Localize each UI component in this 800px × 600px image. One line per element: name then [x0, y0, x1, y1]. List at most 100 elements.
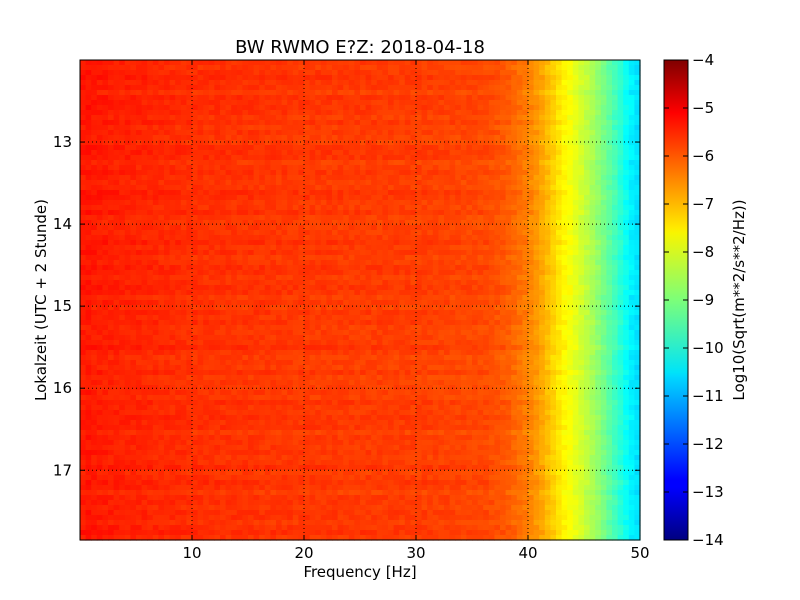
heatmap-cell [292, 200, 299, 206]
heatmap-cell [326, 290, 333, 296]
heatmap-cell [550, 210, 557, 216]
heatmap-cell [623, 230, 630, 236]
heatmap-cell [119, 150, 126, 156]
heatmap-cell [298, 65, 305, 71]
heatmap-cell [264, 185, 271, 191]
heatmap-cell [612, 60, 619, 66]
heatmap-cell [533, 300, 540, 306]
heatmap-cell [511, 200, 518, 206]
heatmap-cell [315, 130, 322, 136]
heatmap-cell [242, 240, 249, 246]
heatmap-cell [421, 165, 428, 171]
heatmap-cell [427, 100, 434, 106]
heatmap-cell [231, 80, 238, 86]
heatmap-cell [595, 125, 602, 131]
heatmap-cell [472, 95, 479, 101]
heatmap-cell [259, 130, 266, 136]
heatmap-cell [432, 150, 439, 156]
heatmap-cell [483, 160, 490, 166]
heatmap-cell [550, 260, 557, 266]
heatmap-cell [220, 60, 227, 66]
heatmap-cell [220, 300, 227, 306]
heatmap-cell [466, 230, 473, 236]
heatmap-cell [169, 240, 176, 246]
heatmap-cell [220, 265, 227, 271]
heatmap-cell [281, 300, 288, 306]
heatmap-cell [427, 225, 434, 231]
heatmap-cell [220, 80, 227, 86]
heatmap-cell [427, 205, 434, 211]
heatmap-cell [584, 85, 591, 91]
heatmap-cell [589, 215, 596, 221]
heatmap-cell [203, 140, 210, 146]
heatmap-cell [180, 215, 187, 221]
heatmap-cell [561, 300, 568, 306]
heatmap-cell [248, 115, 255, 121]
heatmap-cell [147, 300, 154, 306]
heatmap-cell [505, 195, 512, 201]
heatmap-cell [304, 145, 311, 151]
heatmap-cell [505, 135, 512, 141]
heatmap-cell [494, 130, 501, 136]
heatmap-cell [477, 260, 484, 266]
heatmap-cell [561, 220, 568, 226]
heatmap-cell [516, 240, 523, 246]
heatmap-cell [348, 225, 355, 231]
heatmap-cell [600, 200, 607, 206]
heatmap-cell [248, 260, 255, 266]
heatmap-cell [544, 215, 551, 221]
heatmap-cell [416, 305, 423, 311]
heatmap-cell [343, 245, 350, 251]
heatmap-cell [516, 210, 523, 216]
heatmap-cell [432, 140, 439, 146]
heatmap-cell [561, 200, 568, 206]
heatmap-cell [203, 70, 210, 76]
heatmap-cell [180, 170, 187, 176]
heatmap-cell [85, 260, 92, 266]
heatmap-cell [276, 90, 283, 96]
heatmap-cell [427, 230, 434, 236]
heatmap-cell [108, 100, 115, 106]
heatmap-cell [544, 295, 551, 301]
heatmap-cell [315, 110, 322, 116]
heatmap-cell [376, 225, 383, 231]
heatmap-cell [225, 240, 232, 246]
heatmap-cell [264, 80, 271, 86]
heatmap-cell [544, 180, 551, 186]
heatmap-cell [124, 65, 131, 71]
heatmap-cell [550, 60, 557, 66]
heatmap-cell [298, 155, 305, 161]
heatmap-cell [214, 125, 221, 131]
heatmap-cell [175, 210, 182, 216]
heatmap-cell [432, 195, 439, 201]
heatmap-cell [276, 150, 283, 156]
heatmap-cell [248, 105, 255, 111]
heatmap-cell [466, 210, 473, 216]
heatmap-cell [130, 100, 137, 106]
heatmap-cell [85, 200, 92, 206]
heatmap-cell [158, 200, 165, 206]
heatmap-cell [600, 125, 607, 131]
heatmap-cell [432, 290, 439, 296]
heatmap-cell [544, 145, 551, 151]
heatmap-cell [612, 285, 619, 291]
heatmap-cell [466, 70, 473, 76]
heatmap-cell [124, 300, 131, 306]
heatmap-cell [158, 105, 165, 111]
heatmap-cell [343, 130, 350, 136]
heatmap-cell [410, 100, 417, 106]
heatmap-cell [169, 115, 176, 121]
heatmap-cell [416, 140, 423, 146]
heatmap-cell [516, 90, 523, 96]
heatmap-cell [382, 155, 389, 161]
heatmap-cell [617, 210, 624, 216]
heatmap-cell [539, 165, 546, 171]
heatmap-cell [197, 235, 204, 241]
heatmap-cell [600, 290, 607, 296]
heatmap-cell [533, 115, 540, 121]
heatmap-cell [365, 155, 372, 161]
heatmap-cell [371, 75, 378, 81]
heatmap-cell [360, 255, 367, 261]
heatmap-cell [231, 190, 238, 196]
heatmap-cell [354, 125, 361, 131]
